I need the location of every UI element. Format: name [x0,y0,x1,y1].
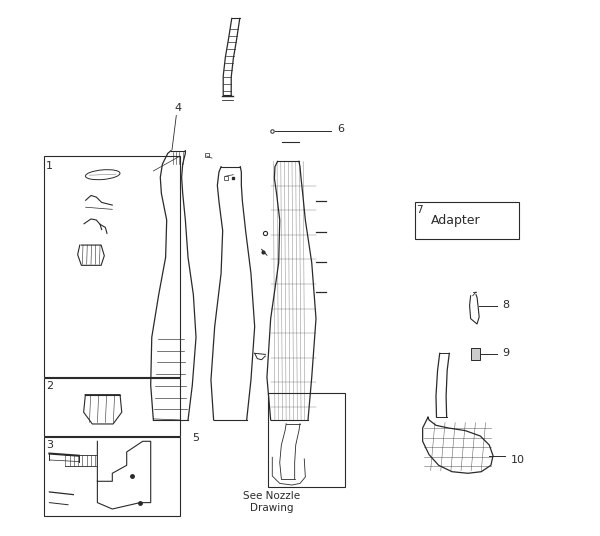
Bar [470,348,480,360]
Bar [415,203,518,239]
Text: 2: 2 [46,381,53,391]
Text: 9: 9 [503,348,510,358]
Bar [44,156,180,377]
Text: 5: 5 [193,433,200,443]
Text: 7: 7 [416,205,423,215]
Text: 3: 3 [46,440,53,450]
Text: 4: 4 [175,103,182,114]
Text: 10: 10 [511,455,524,465]
Text: 1: 1 [46,161,53,172]
Bar [44,378,180,436]
Text: 6: 6 [337,124,344,135]
Bar [44,437,180,516]
Text: Adapter: Adapter [431,214,480,227]
Bar [268,393,346,487]
Text: See Nozzle
Drawing: See Nozzle Drawing [243,491,301,513]
Text: 8: 8 [503,300,510,310]
